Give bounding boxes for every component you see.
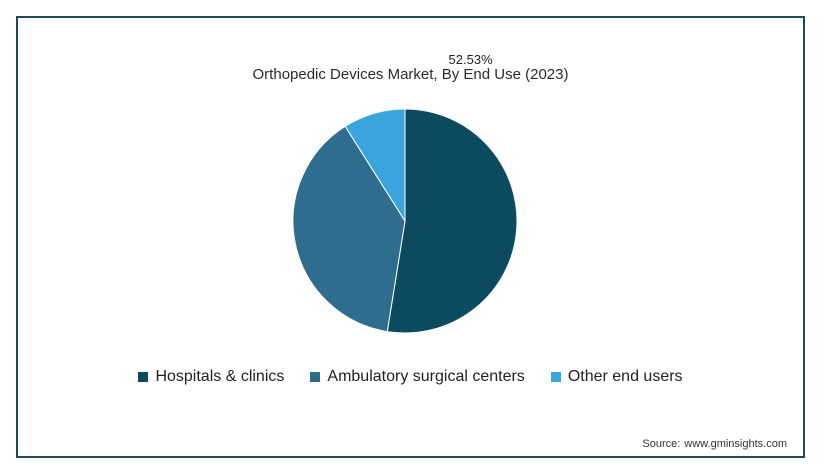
- source-text: www.gminsights.com: [684, 438, 787, 450]
- pie-slice-hospitals-clinics: [386, 108, 518, 334]
- source-label: Source:: [642, 438, 681, 450]
- pie-slice-ambulatory-surgical-centers: [292, 125, 406, 333]
- legend-swatch: [138, 372, 149, 382]
- legend-label: Other end users: [567, 368, 683, 385]
- legend-item: Other end users: [550, 368, 683, 386]
- source-note: Source: www.gminsights.com: [642, 438, 787, 450]
- legend-swatch: [310, 372, 321, 382]
- legend-label: Ambulatory surgical centers: [327, 368, 525, 385]
- legend-item: Hospitals & clinics: [138, 368, 284, 386]
- chart-title: Orthopedic Devices Market, By End Use (2…: [252, 66, 569, 83]
- legend: Hospitals & clinics Ambulatory surgical c…: [18, 368, 803, 386]
- legend-swatch: [550, 372, 561, 382]
- pie-slice-other-end-users: [344, 108, 406, 223]
- legend-item: Ambulatory surgical centers: [310, 368, 525, 386]
- data-label: 52.53%: [449, 52, 494, 67]
- pie-chart: 52.53%: [292, 52, 518, 334]
- chart-frame: Orthopedic Devices Market, By End Use (2…: [16, 16, 805, 458]
- legend-label: Hospitals & clinics: [155, 368, 285, 385]
